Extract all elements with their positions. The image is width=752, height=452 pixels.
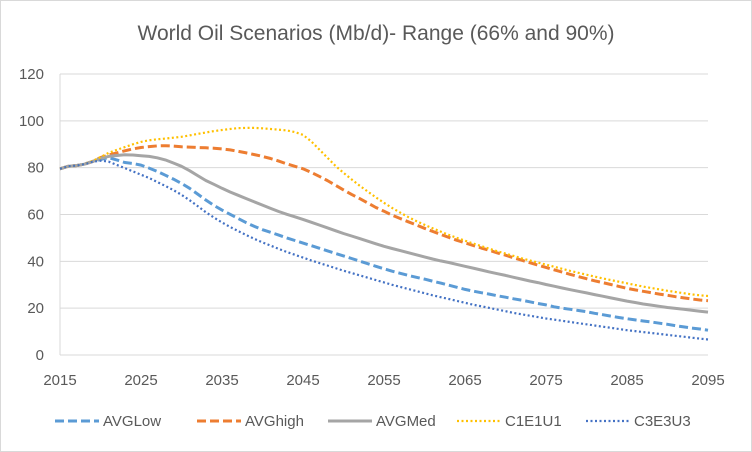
x-tick-label: 2085: [610, 372, 643, 389]
gridlines: [59, 73, 708, 356]
legend-label-c1e1u1: C1E1U1: [505, 413, 562, 430]
series-lines: [59, 126, 709, 341]
x-tick-label: 2065: [448, 372, 481, 389]
series-line-avglow: [59, 156, 709, 332]
x-tick-label: 2045: [286, 372, 319, 389]
y-tick-label: 100: [19, 113, 44, 130]
series-line-c3e3u3: [59, 159, 709, 341]
legend-label-c3e3u3: C3E3U3: [634, 413, 691, 430]
legend-label-avgmed: AVGMed: [376, 413, 436, 430]
y-tick-label: 80: [27, 160, 44, 177]
legend-label-avghigh: AVGhigh: [245, 413, 304, 430]
series-line-c1e1u1: [59, 126, 709, 298]
series-line-avghigh: [59, 144, 709, 303]
x-tick-label: 2015: [43, 372, 76, 389]
chart-title: World Oil Scenarios (Mb/d)- Range (66% a…: [138, 22, 615, 45]
y-tick-label: 120: [19, 66, 44, 83]
x-axis-ticks: 2015 2025 2035 2045 2055 2065 2075 2085 2095: [43, 372, 724, 389]
x-tick-label: 2035: [205, 372, 238, 389]
y-tick-label: 40: [27, 253, 44, 270]
y-axis-ticks: 0 20 40 60 80 100 120: [19, 66, 44, 364]
y-tick-label: 20: [27, 300, 44, 317]
x-tick-label: 2025: [124, 372, 157, 389]
x-tick-label: 2055: [367, 372, 400, 389]
legend-label-avglow: AVGLow: [103, 413, 161, 430]
x-tick-label: 2075: [529, 372, 562, 389]
y-tick-label: 0: [36, 347, 44, 364]
y-tick-label: 60: [27, 207, 44, 224]
series-line-avgmed: [59, 153, 709, 314]
legend: AVGLow AVGhigh AVGMed C1E1U1 C3E3U3: [55, 413, 691, 430]
x-tick-label: 2095: [691, 372, 724, 389]
